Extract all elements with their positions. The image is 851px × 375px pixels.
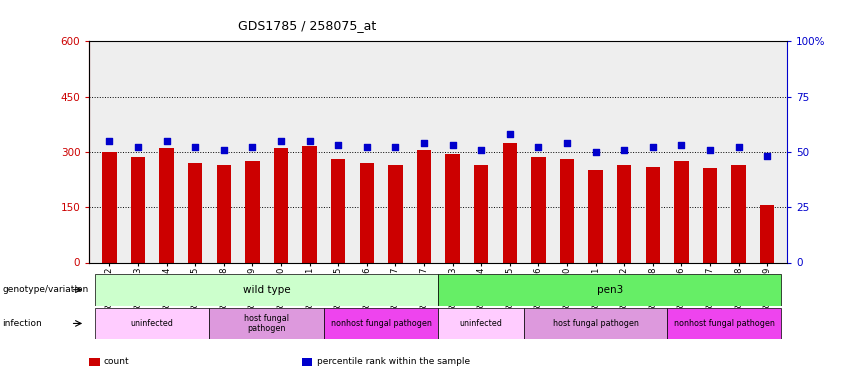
Bar — [217, 165, 231, 262]
Point — [646, 144, 660, 150]
Point — [732, 144, 745, 150]
Point — [103, 138, 117, 144]
Point — [760, 153, 774, 159]
Text: pen3: pen3 — [597, 285, 623, 295]
Point — [474, 147, 488, 153]
Bar — [524, 308, 667, 339]
Point — [360, 144, 374, 150]
Bar — [360, 163, 374, 262]
Bar — [531, 158, 545, 262]
Point — [217, 147, 231, 153]
Point — [675, 142, 688, 148]
Text: count: count — [104, 357, 129, 366]
Bar — [95, 274, 438, 306]
Text: host fungal pathogen: host fungal pathogen — [552, 319, 638, 328]
Bar — [131, 158, 146, 262]
Point — [331, 142, 345, 148]
Bar — [438, 274, 781, 306]
Point — [446, 142, 460, 148]
Bar — [95, 308, 209, 339]
Text: genotype/variation: genotype/variation — [3, 285, 89, 294]
Bar — [703, 168, 717, 262]
Bar — [667, 308, 781, 339]
Text: GDS1785 / 258075_at: GDS1785 / 258075_at — [238, 19, 376, 32]
Bar — [646, 166, 660, 262]
Bar — [438, 308, 524, 339]
Point — [274, 138, 288, 144]
Point — [303, 138, 317, 144]
Point — [389, 144, 403, 150]
Bar — [159, 148, 174, 262]
Text: percentile rank within the sample: percentile rank within the sample — [317, 357, 470, 366]
Bar — [617, 165, 631, 262]
Point — [246, 144, 260, 150]
Bar — [331, 159, 346, 262]
Point — [617, 147, 631, 153]
Bar — [731, 165, 745, 262]
Point — [589, 149, 603, 155]
Bar — [324, 308, 438, 339]
Bar — [388, 165, 403, 262]
Bar — [560, 159, 574, 262]
Bar — [445, 154, 460, 262]
Bar — [417, 150, 431, 262]
Bar — [503, 142, 517, 262]
Bar — [188, 163, 203, 262]
Bar — [102, 152, 117, 262]
Bar — [760, 206, 774, 262]
Text: wild type: wild type — [243, 285, 290, 295]
Point — [188, 144, 202, 150]
Text: nonhost fungal pathogen: nonhost fungal pathogen — [331, 319, 431, 328]
Point — [131, 144, 145, 150]
Bar — [674, 161, 688, 262]
Bar — [302, 146, 317, 262]
Text: infection: infection — [3, 319, 43, 328]
Bar — [209, 308, 324, 339]
Bar — [245, 161, 260, 262]
Bar — [274, 148, 288, 262]
Point — [160, 138, 174, 144]
Point — [532, 144, 545, 150]
Text: host fungal
pathogen: host fungal pathogen — [244, 314, 289, 333]
Text: nonhost fungal pathogen: nonhost fungal pathogen — [674, 319, 774, 328]
Bar — [588, 170, 603, 262]
Text: uninfected: uninfected — [131, 319, 174, 328]
Point — [703, 147, 717, 153]
Point — [417, 140, 431, 146]
Bar — [474, 165, 488, 262]
Point — [503, 131, 517, 137]
Point — [560, 140, 574, 146]
Text: uninfected: uninfected — [460, 319, 503, 328]
